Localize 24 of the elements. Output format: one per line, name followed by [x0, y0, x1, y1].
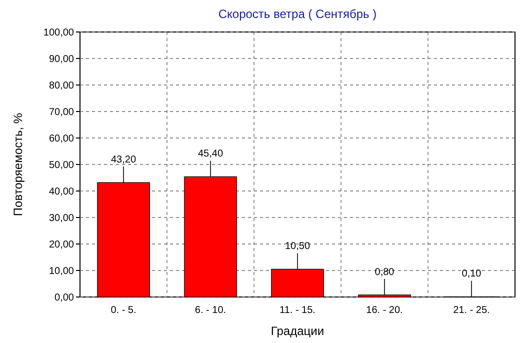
- data-label: 45,40: [198, 148, 224, 160]
- y-tick-label: 40,00: [48, 186, 74, 198]
- data-label: 0,10: [462, 268, 482, 280]
- x-tick-label: 6. - 10.: [194, 305, 226, 316]
- data-label: 0,80: [374, 266, 395, 278]
- data-label: 10,50: [284, 241, 310, 252]
- y-tick-label: 60,00: [48, 134, 74, 144]
- y-tick-label: 70,00: [48, 107, 74, 118]
- x-tick-label: 0. - 5.: [110, 305, 136, 316]
- x-tick-label: 11. - 15.: [280, 305, 316, 316]
- y-tick-label: 90,00: [48, 54, 74, 65]
- y-tick-label: 10,00: [48, 266, 74, 277]
- y-tick-label: 0,00: [54, 292, 74, 304]
- x-axis-title: Градации: [270, 324, 324, 338]
- chart-title: Скорость ветра ( Сентябрь ): [218, 7, 377, 21]
- x-tick-label: 21. - 25.: [453, 305, 490, 316]
- y-tick-label: 80,00: [48, 80, 74, 92]
- x-tick-label: 16. - 20.: [366, 305, 403, 316]
- y-tick-label: 50,00: [48, 160, 74, 171]
- y-tick-label: 30,00: [48, 213, 74, 224]
- y-tick-label: 100,00: [43, 28, 74, 38]
- y-axis-title: Повторяемость, %: [11, 112, 25, 216]
- data-label: 43,20: [110, 154, 136, 166]
- y-tick-label: 20,00: [48, 240, 74, 250]
